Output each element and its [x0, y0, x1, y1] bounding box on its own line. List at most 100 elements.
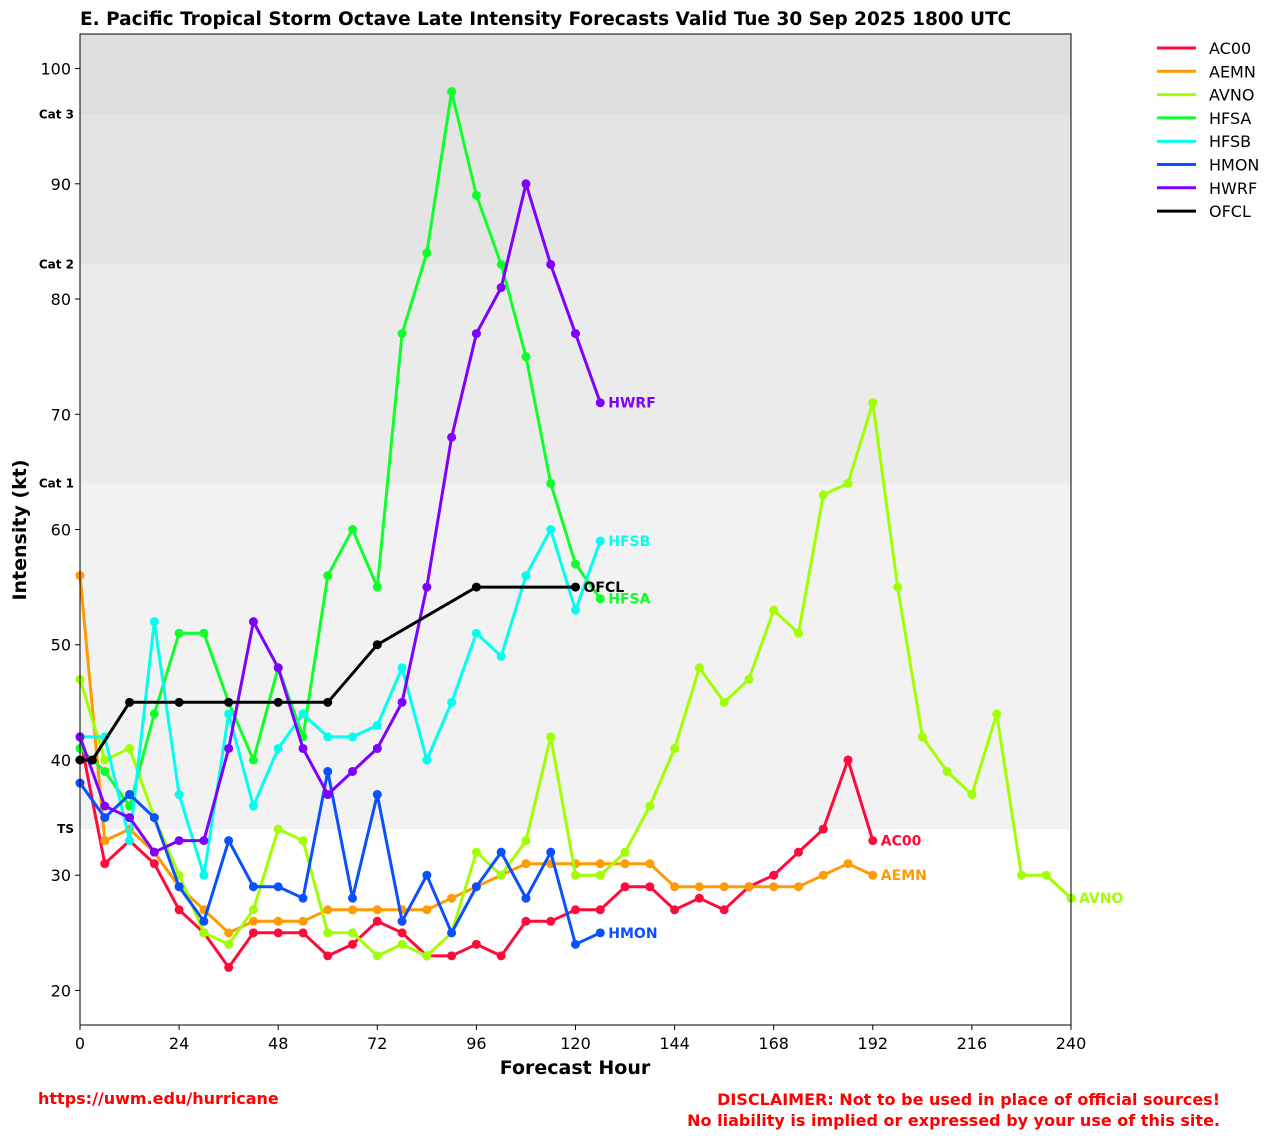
data-point-ac00: [149, 859, 159, 869]
data-point-hfsa: [471, 190, 481, 200]
y-axis-label: Intensity (kt): [9, 459, 31, 600]
data-point-hwrf: [174, 836, 184, 846]
data-point-hfsb: [224, 709, 234, 719]
data-point-hwrf: [447, 432, 457, 442]
data-point-ac00: [248, 928, 258, 938]
data-point-hmon: [323, 766, 333, 776]
data-point-hfsa: [149, 709, 159, 719]
data-point-aemn: [372, 905, 382, 915]
band-cat-2: [80, 114, 1071, 265]
series-line-hwrf: [78, 182, 602, 854]
data-point-aemn: [719, 882, 729, 892]
series-end-label-hwrf: HWRF: [608, 396, 656, 412]
data-point-hfsa: [174, 628, 184, 638]
y-tick-label: 60: [51, 521, 71, 540]
data-point-hwrf: [422, 582, 432, 592]
data-point-hmon: [125, 790, 135, 800]
legend-label-hwrf: HWRF: [1209, 179, 1257, 198]
band-ts: [80, 483, 1071, 830]
y-tick-label: 50: [51, 636, 71, 655]
data-point-hfsa: [100, 766, 110, 776]
data-point-aemn: [694, 882, 704, 892]
series-hwrf: HWRF: [75, 179, 656, 857]
data-point-ofcl: [372, 640, 382, 650]
data-point-hfsa: [595, 594, 605, 604]
data-point-avno: [571, 870, 580, 880]
data-point-ofcl: [571, 582, 580, 592]
data-point-avno: [992, 709, 1002, 719]
legend: AC00 AEMN AVNO HFSA HFSB HMON HWRF OFCL: [1157, 39, 1259, 221]
x-tick-label: 72: [367, 1034, 387, 1053]
data-point-avno: [595, 870, 605, 880]
data-point-hfsb: [546, 525, 556, 534]
data-point-aemn: [298, 916, 308, 926]
data-point-ac00: [224, 962, 234, 972]
data-point-aemn: [224, 928, 234, 938]
data-point-hmon: [298, 893, 308, 903]
footer-url[interactable]: https://uwm.edu/hurricane: [38, 1089, 279, 1108]
data-point-hfsa: [521, 352, 531, 362]
data-point-avno: [818, 490, 828, 500]
data-point-hwrf: [199, 836, 209, 846]
data-point-hmon: [595, 928, 605, 938]
data-point-hmon: [273, 882, 283, 892]
data-point-hfsa: [323, 571, 333, 581]
data-point-ac00: [868, 836, 878, 846]
data-point-hmon: [348, 893, 358, 903]
data-point-hwrf: [546, 259, 556, 269]
data-point-hfsa: [348, 525, 358, 534]
data-point-avno: [496, 870, 506, 880]
series-end-label-hmon: HMON: [608, 926, 657, 942]
x-tick-label: 0: [75, 1034, 85, 1053]
data-point-ac00: [521, 916, 531, 926]
data-point-avno: [248, 905, 258, 915]
series-line-hmon: [78, 770, 601, 946]
data-point-avno: [670, 743, 680, 753]
data-point-hmon: [397, 916, 407, 926]
legend-item-avno: AVNO: [1157, 86, 1254, 105]
data-point-hmon: [422, 870, 432, 880]
data-point-ac00: [372, 916, 382, 926]
data-point-avno: [397, 939, 407, 949]
data-point-hfsa: [546, 478, 556, 488]
y-axis: 20 30 40 50 60 70 80 90 100: [40, 60, 80, 1000]
data-point-avno: [645, 801, 655, 811]
disclaimer-line-1: DISCLAIMER: Not to be used in place of o…: [717, 1090, 1220, 1109]
data-point-aemn: [744, 882, 754, 892]
data-point-ac00: [793, 847, 803, 857]
y-tick-label: 70: [51, 405, 71, 424]
data-point-hwrf: [348, 766, 358, 776]
disclaimer-line-2: No liability is implied or expressed by …: [687, 1111, 1220, 1130]
legend-item-hmon: HMON: [1157, 156, 1259, 175]
y-tick-label: 30: [51, 866, 71, 885]
data-point-hmon: [149, 813, 159, 823]
legend-item-ofcl: OFCL: [1157, 202, 1251, 221]
data-point-ac00: [694, 893, 704, 903]
data-point-aemn: [843, 859, 853, 869]
x-tick-label: 168: [758, 1034, 789, 1053]
data-point-avno: [1041, 870, 1051, 880]
data-point-hfsa: [571, 559, 580, 569]
data-point-aemn: [273, 916, 283, 926]
x-axis: 0 24 48 72 96 120 144 168 192 216 240: [75, 1025, 1086, 1053]
legend-item-ac00: AC00: [1157, 39, 1251, 58]
data-point-hwrf: [372, 743, 382, 753]
data-point-hwrf: [149, 847, 159, 857]
series-end-label-aemn: AEMN: [881, 868, 927, 884]
x-axis-label: Forecast Hour: [500, 1057, 651, 1079]
data-point-hfsa: [422, 248, 432, 258]
band-label-cat-2: Cat 2: [39, 257, 74, 271]
data-point-avno: [843, 478, 853, 488]
data-point-avno: [769, 605, 779, 615]
data-point-hfsb: [273, 743, 283, 753]
data-point-avno: [942, 766, 952, 776]
data-point-ofcl: [471, 582, 481, 592]
data-point-hfsb: [174, 790, 184, 800]
data-point-aemn: [248, 916, 258, 926]
data-point-hfsb: [348, 732, 358, 742]
data-point-ac00: [818, 824, 828, 834]
data-point-ofcl: [323, 697, 333, 707]
data-point-hwrf: [496, 283, 506, 293]
data-point-avno: [471, 847, 481, 857]
data-point-hmon: [571, 939, 580, 949]
